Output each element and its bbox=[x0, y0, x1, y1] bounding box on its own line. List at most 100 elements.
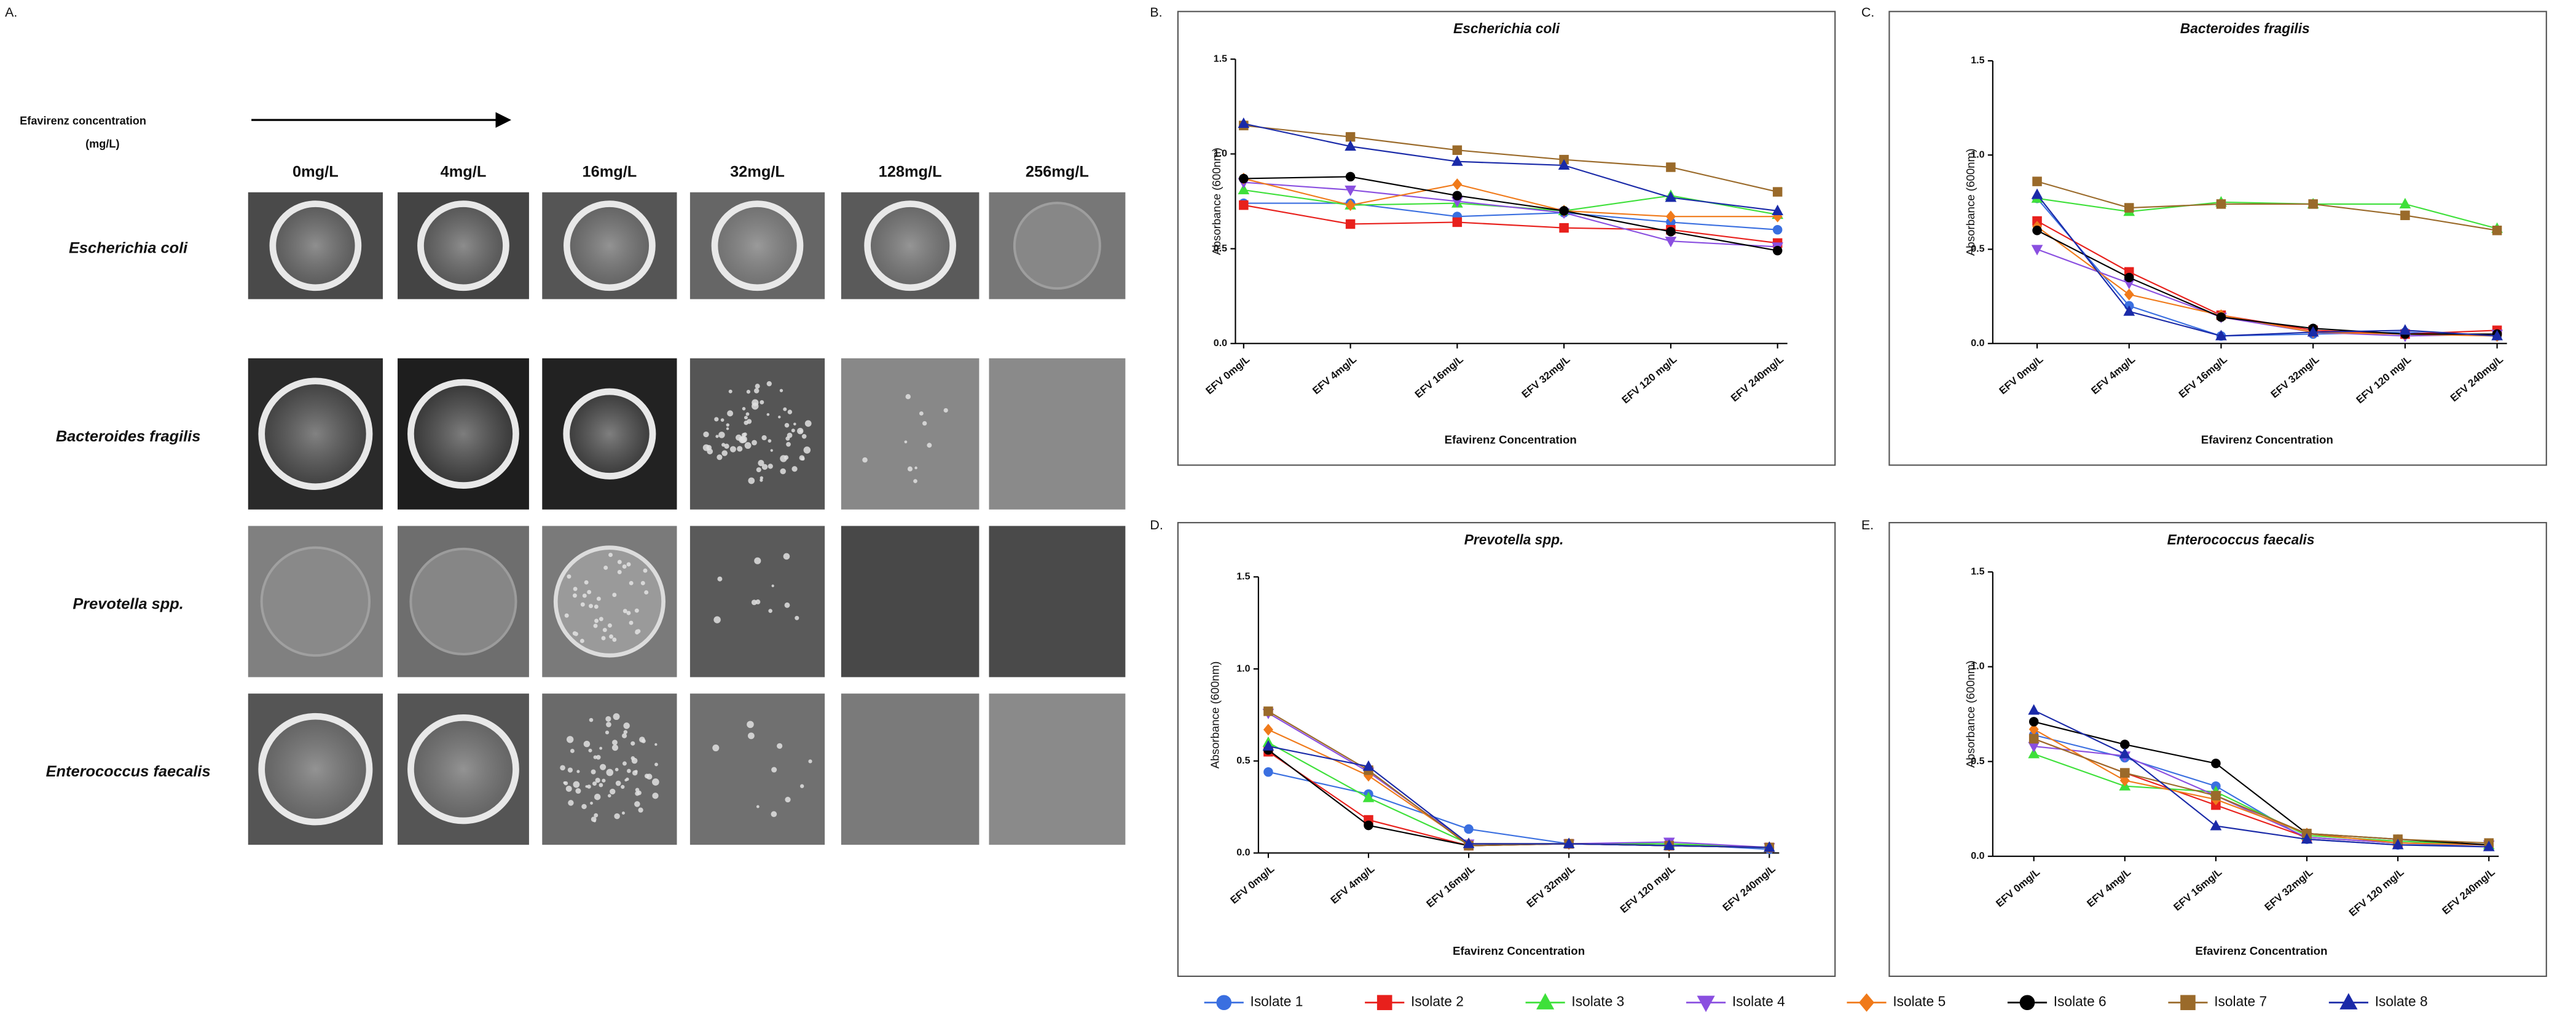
series-line bbox=[2033, 709, 2489, 848]
colony-dot bbox=[914, 466, 917, 470]
colony-photo bbox=[398, 526, 529, 677]
colony bbox=[564, 200, 656, 291]
colony-dot bbox=[712, 745, 720, 752]
colony-dot bbox=[783, 455, 789, 460]
colony bbox=[864, 200, 956, 291]
series-line bbox=[1243, 178, 1778, 218]
colony-dot bbox=[756, 805, 760, 808]
photo-background bbox=[989, 693, 1126, 845]
colony-dot bbox=[744, 416, 748, 420]
colony-dot bbox=[801, 457, 805, 461]
legend-marker bbox=[2339, 993, 2358, 1009]
data-point bbox=[2028, 717, 2039, 727]
x-tick-label: EFV 16mg/L bbox=[1413, 354, 1466, 400]
concentration-unit: (mg/L) bbox=[85, 138, 119, 150]
colony-dot bbox=[748, 477, 755, 484]
colony-dot bbox=[623, 722, 630, 729]
colony-dot bbox=[760, 400, 764, 405]
colony-dot bbox=[744, 442, 752, 449]
colony-dot bbox=[718, 432, 725, 438]
colony-dot bbox=[605, 716, 611, 722]
photo-background bbox=[989, 358, 1126, 510]
colony-dot bbox=[727, 410, 734, 417]
series-line bbox=[1268, 712, 1770, 848]
colony-photo bbox=[542, 693, 677, 845]
data-point bbox=[1772, 187, 1783, 197]
colony-dot bbox=[593, 820, 597, 823]
data-point bbox=[2308, 199, 2318, 209]
legend-label: Isolate 5 bbox=[1893, 993, 1946, 1009]
colony-dot bbox=[740, 435, 747, 443]
data-point bbox=[1263, 767, 1273, 777]
colony-photo bbox=[248, 526, 383, 677]
colony-dot bbox=[654, 743, 658, 746]
colony-dot bbox=[753, 388, 760, 393]
series-line bbox=[2033, 745, 2489, 846]
data-point bbox=[1262, 740, 1274, 751]
y-tick-label: 1.0 bbox=[1214, 148, 1227, 159]
legend-marker bbox=[2019, 995, 2035, 1011]
column-header: 32mg/L bbox=[730, 163, 785, 180]
colony-dot bbox=[913, 479, 917, 483]
colony-photo bbox=[841, 358, 980, 510]
colony-photo bbox=[989, 358, 1126, 510]
chart-frame bbox=[1888, 10, 2547, 466]
column-header: 256mg/L bbox=[1026, 163, 1089, 180]
x-tick-label: EFV 4mg/L bbox=[2089, 354, 2137, 397]
column-header: 4mg/L bbox=[441, 163, 487, 180]
colony-dot bbox=[639, 737, 645, 743]
series-line bbox=[2033, 721, 2489, 846]
colony-dot bbox=[758, 460, 764, 467]
colony-dot bbox=[717, 576, 723, 582]
colony-dot bbox=[611, 745, 619, 751]
colony-dot bbox=[566, 736, 574, 743]
chart-title: Enterococcus faecalis bbox=[2167, 532, 2315, 548]
colony-dot bbox=[623, 730, 628, 734]
data-point bbox=[2124, 288, 2134, 301]
legend-marker bbox=[1376, 995, 1392, 1011]
colony-dot bbox=[770, 449, 773, 452]
colony-dot bbox=[612, 593, 617, 598]
data-point bbox=[1666, 162, 1676, 172]
colony-dot bbox=[567, 574, 571, 579]
series-line bbox=[1243, 176, 1778, 251]
series-line bbox=[1243, 125, 1778, 193]
colony-dot bbox=[564, 613, 569, 618]
data-point bbox=[1345, 140, 1356, 151]
series-line bbox=[2033, 734, 2489, 846]
colony-dot bbox=[567, 767, 573, 773]
colony-dot bbox=[583, 740, 591, 748]
y-tick-label: 0.0 bbox=[1971, 338, 1984, 349]
colony-dot bbox=[752, 440, 757, 446]
colony-dot bbox=[746, 390, 751, 394]
colony-dot bbox=[614, 813, 620, 820]
x-tick-label: EFV 16mg/L bbox=[2171, 866, 2224, 913]
colony-dot bbox=[862, 457, 868, 463]
colony-dot bbox=[599, 746, 603, 750]
colony bbox=[407, 714, 519, 824]
data-point bbox=[2032, 226, 2042, 235]
x-tick-label: EFV 4mg/L bbox=[1329, 863, 1377, 906]
colony-dot bbox=[617, 570, 622, 574]
series-line bbox=[2036, 229, 2497, 335]
data-point bbox=[2031, 245, 2043, 256]
colony bbox=[269, 200, 362, 291]
colony-dot bbox=[629, 620, 634, 625]
colony bbox=[258, 713, 373, 826]
x-tick-label: EFV 120 mg/L bbox=[1620, 354, 1679, 406]
data-point bbox=[2124, 272, 2134, 283]
x-tick-label: EFV 0mg/L bbox=[1993, 866, 2042, 909]
panel-label: C. bbox=[1861, 5, 1874, 20]
colony-photo bbox=[542, 526, 677, 677]
chart: B. Escherichia coli 0.0 0.5 1.0 1.5 EFV 0mg/L E… bbox=[1150, 5, 1836, 466]
colony-dot bbox=[720, 418, 724, 422]
x-tick-label: EFV 240mg/L bbox=[1729, 354, 1786, 404]
colony-dot bbox=[778, 416, 781, 419]
data-point bbox=[2492, 226, 2502, 235]
data-point bbox=[1345, 132, 1356, 142]
x-tick-label: EFV 32mg/L bbox=[2262, 866, 2315, 913]
colony-dot bbox=[596, 596, 601, 601]
colony-dot bbox=[771, 767, 777, 773]
colony-dot bbox=[621, 733, 627, 738]
data-point bbox=[2124, 203, 2134, 213]
